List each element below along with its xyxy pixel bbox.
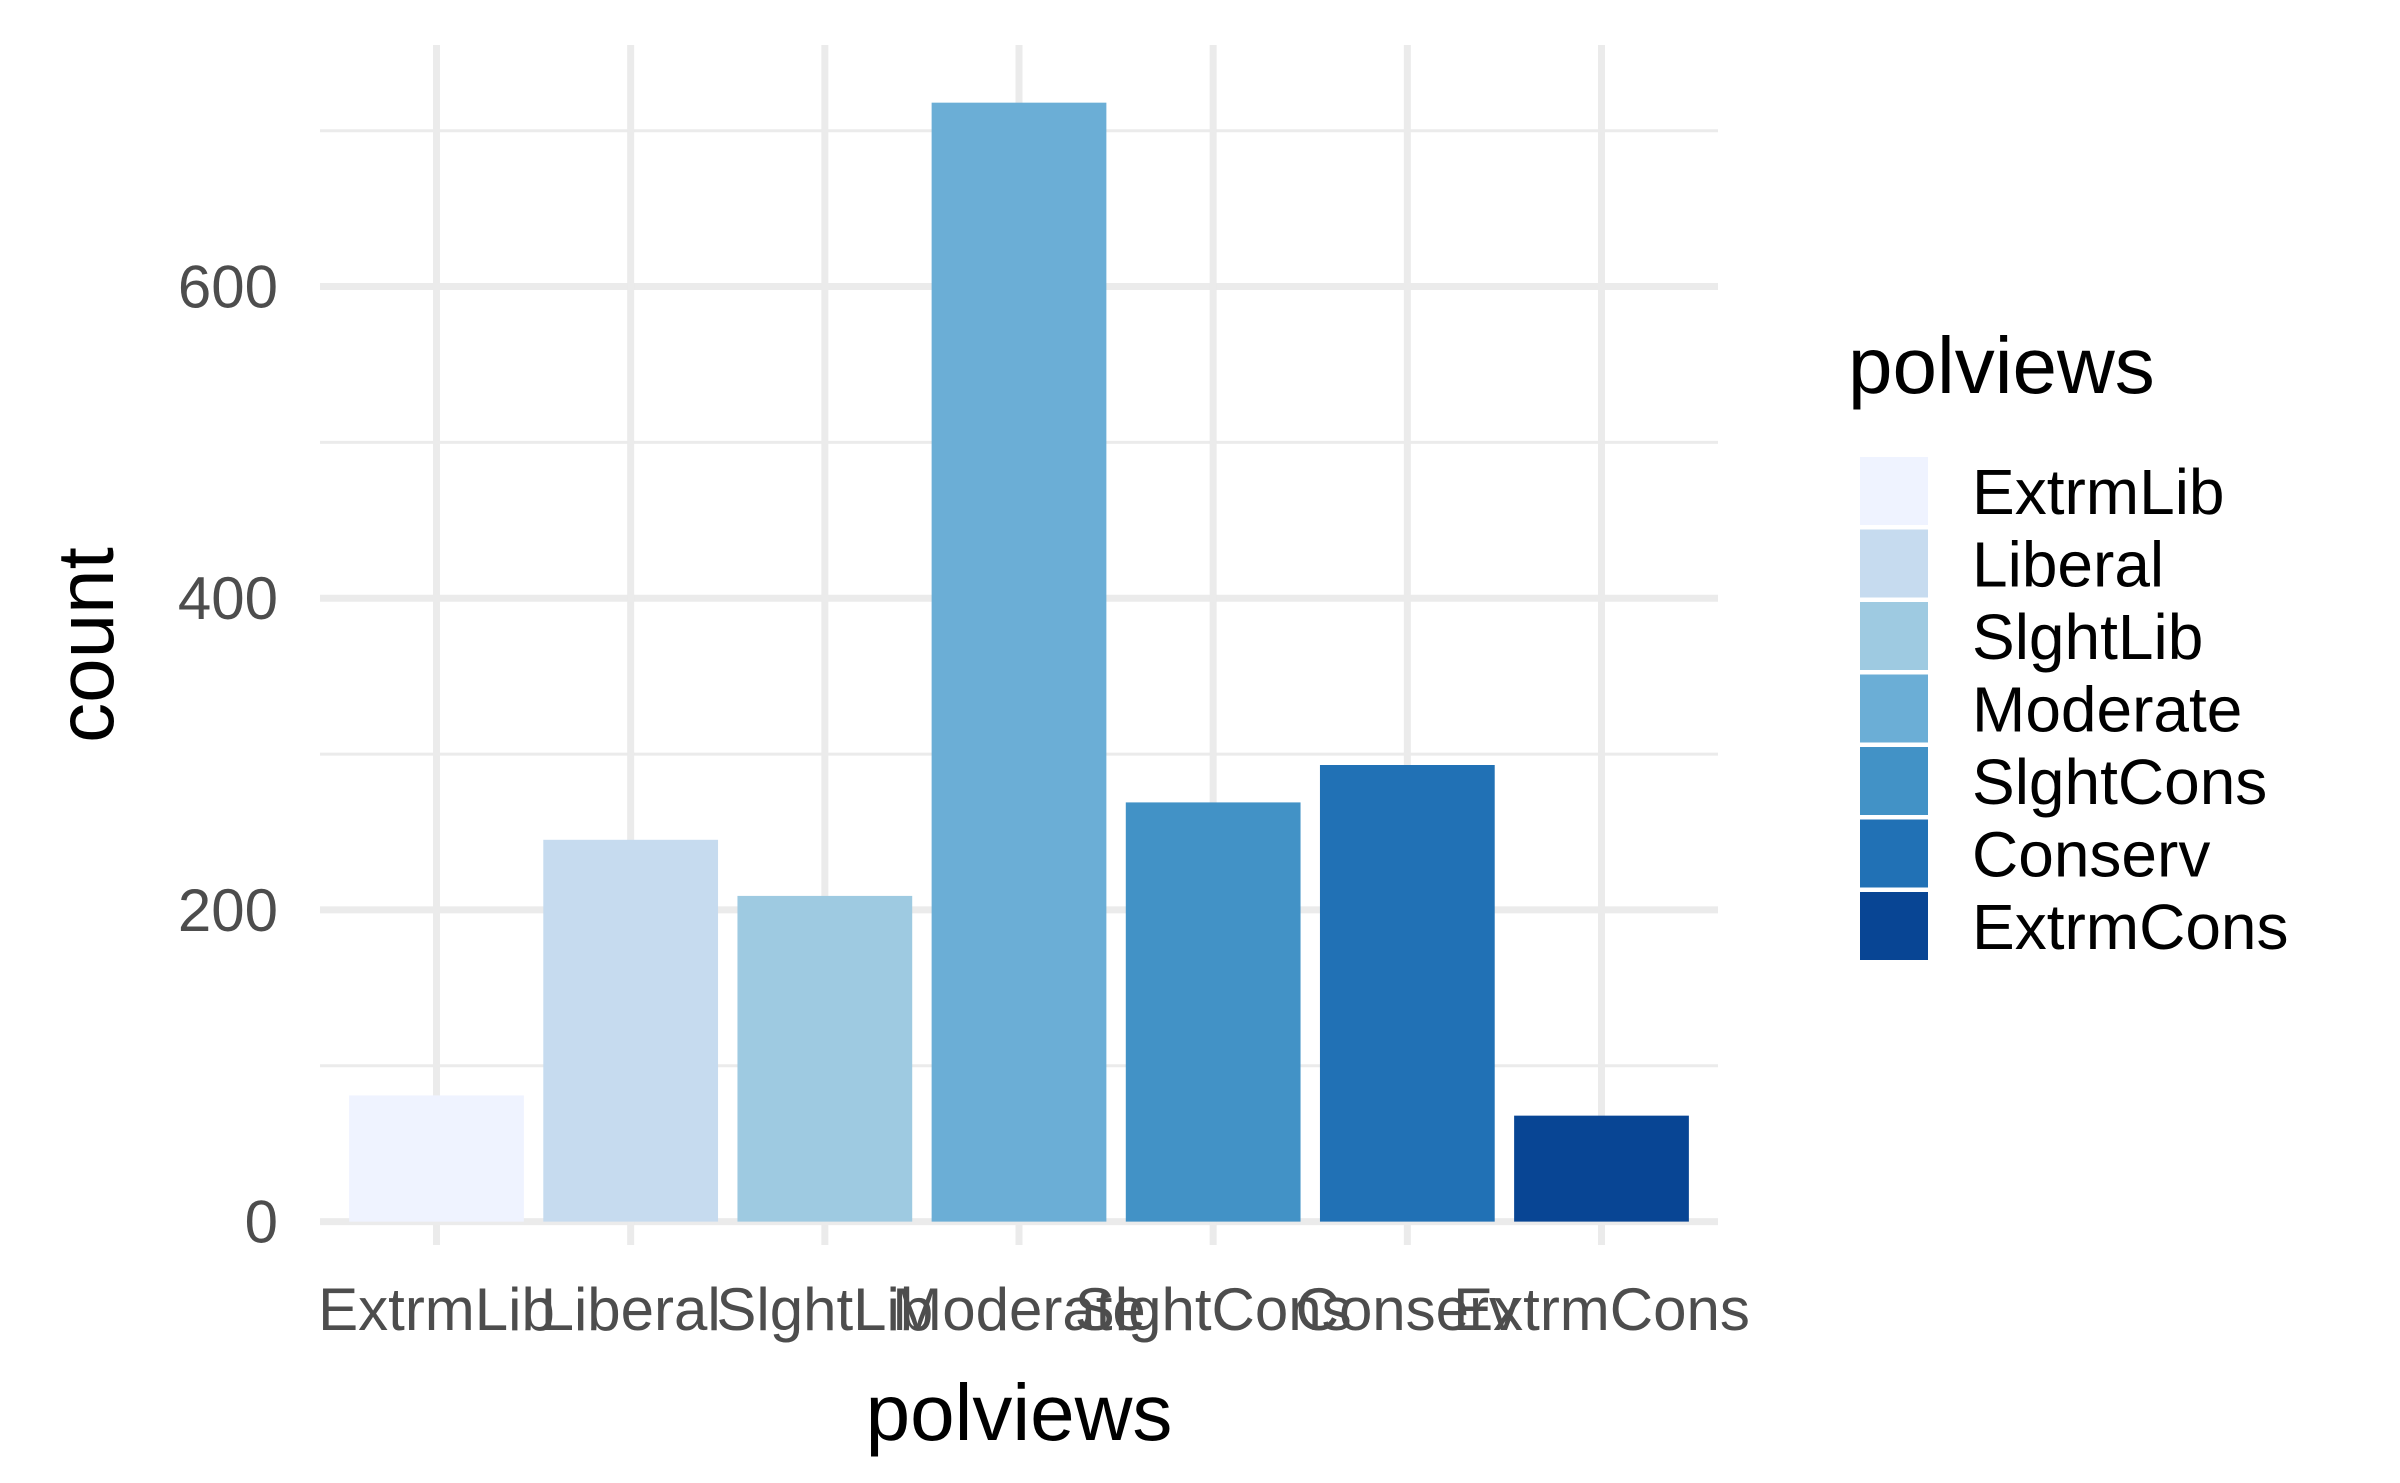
legend: polviews ExtrmLibLiberalSlghtLibModerate…: [1848, 321, 2289, 963]
bars: [349, 102, 1689, 1222]
legend-label: SlghtCons: [1972, 746, 2267, 818]
legend-key-moderate: [1860, 674, 1928, 743]
legend-label: SlghtLib: [1972, 601, 2203, 673]
x-tick-label: Liberal: [541, 1276, 721, 1343]
y-axis-ticks: 0 200 400 600: [178, 254, 278, 1256]
y-tick-label: 0: [245, 1189, 278, 1256]
x-tick-label: SlghtCons: [1075, 1276, 1352, 1343]
legend-label: ExtrmCons: [1972, 891, 2289, 963]
legend-key-slghtlib: [1860, 602, 1928, 670]
legend-label: Liberal: [1972, 529, 2164, 601]
legend-key-liberal: [1860, 529, 1928, 598]
y-axis-title: count: [41, 547, 130, 743]
bar-conserv: [1319, 765, 1495, 1222]
x-tick-label: ExtrmCons: [1453, 1276, 1750, 1343]
x-axis-ticks: ExtrmLibLiberalSlghtLibModerateSlghtCons…: [318, 1276, 1750, 1343]
legend-key-conserv: [1860, 819, 1928, 888]
legend-key-extrmlib: [1860, 457, 1928, 525]
legend-key-extrmcons: [1860, 892, 1928, 960]
legend-title: polviews: [1848, 321, 2155, 410]
bar-slghtcons: [1125, 802, 1301, 1222]
y-tick-label: 600: [178, 254, 278, 321]
bar-liberal: [543, 839, 719, 1222]
bar-extrmcons: [1514, 1115, 1689, 1222]
legend-label: Conserv: [1972, 819, 2210, 891]
legend-key-slghtcons: [1860, 747, 1928, 815]
x-tick-label: Conserv: [1296, 1276, 1519, 1343]
x-tick-label: ExtrmLib: [318, 1276, 555, 1343]
y-tick-label: 200: [178, 877, 278, 944]
bar-moderate: [931, 102, 1107, 1222]
y-tick-label: 400: [178, 565, 278, 632]
x-tick-label: Moderate: [892, 1276, 1145, 1343]
legend-label: Moderate: [1972, 674, 2242, 746]
bar-extrmlib: [349, 1095, 524, 1222]
legend-label: ExtrmLib: [1972, 456, 2225, 528]
x-axis-title: polviews: [866, 1368, 1173, 1457]
x-tick-label: SlghtLib: [716, 1276, 933, 1343]
bar-slghtlib: [737, 895, 913, 1222]
